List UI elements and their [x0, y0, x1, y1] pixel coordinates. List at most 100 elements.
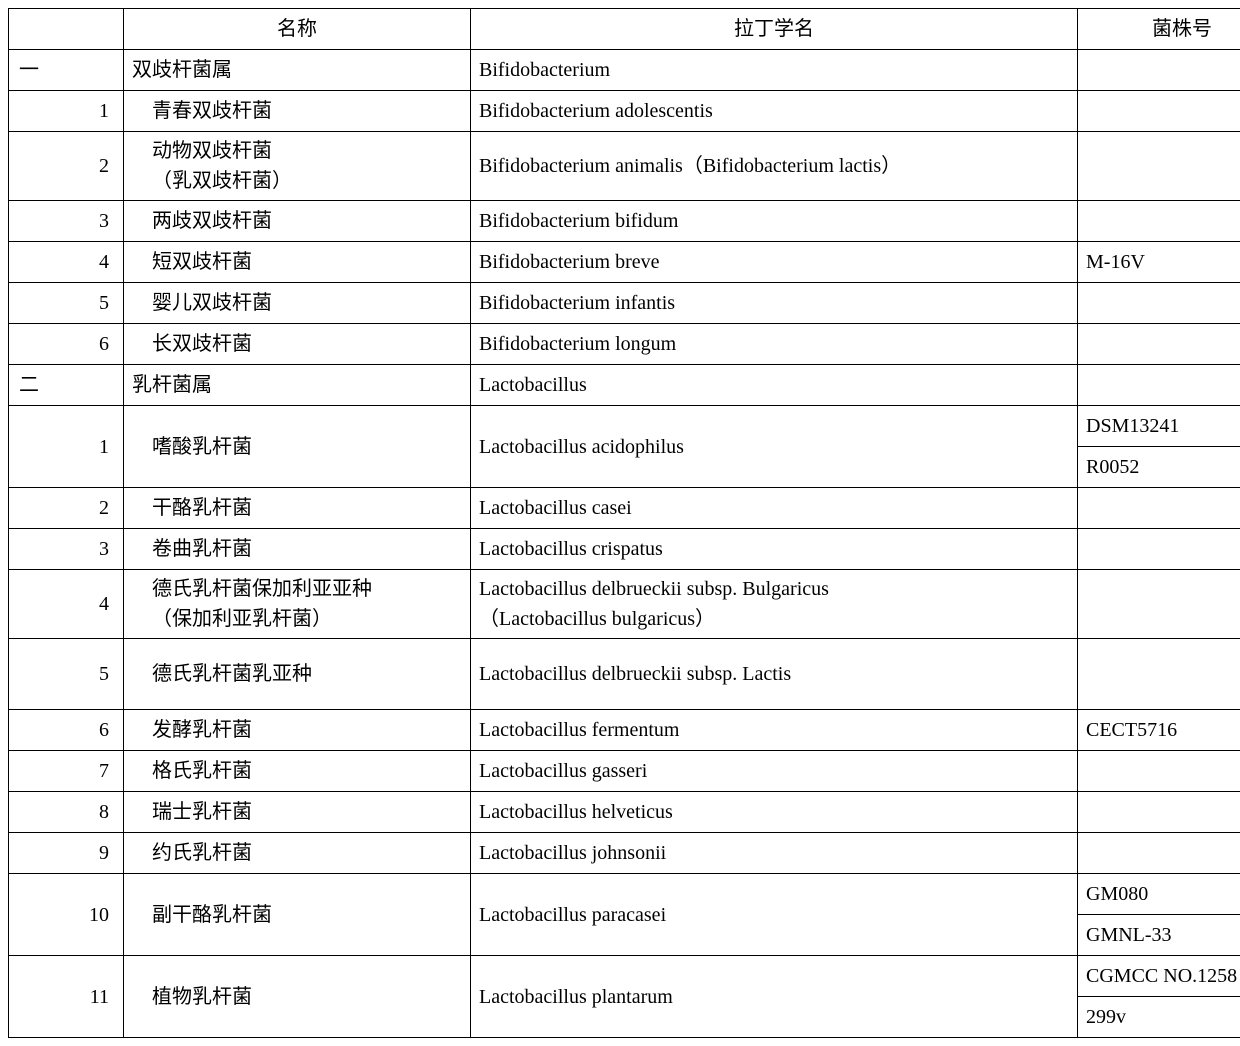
- table-cell: [1078, 529, 1240, 570]
- table-cell: 2: [9, 488, 124, 529]
- table-row: 二乳杆菌属Lactobacillus: [9, 365, 1240, 406]
- table-cell: [1078, 833, 1240, 874]
- table-cell: [1078, 792, 1240, 833]
- table-cell: 名称: [124, 9, 471, 50]
- table-cell: 动物双歧杆菌（乳双歧杆菌）: [124, 132, 471, 201]
- table-cell: R0052: [1078, 447, 1240, 488]
- table-cell: 5: [9, 639, 124, 710]
- table-cell: 菌株号: [1078, 9, 1240, 50]
- table-cell: [1078, 201, 1240, 242]
- table-cell: 6: [9, 710, 124, 751]
- table-cell: 8: [9, 792, 124, 833]
- table-cell: 6: [9, 324, 124, 365]
- table-cell: [1078, 488, 1240, 529]
- table-cell: [1078, 91, 1240, 132]
- table-cell: [1078, 639, 1240, 710]
- table-row: 1嗜酸乳杆菌Lactobacillus acidophilusDSM13241: [9, 406, 1240, 447]
- table-row: 5婴儿双歧杆菌Bifidobacterium infantis: [9, 283, 1240, 324]
- table-row: 1青春双歧杆菌Bifidobacterium adolescentis: [9, 91, 1240, 132]
- bacteria-table: 名称拉丁学名菌株号一双歧杆菌属Bifidobacterium1青春双歧杆菌Bif…: [8, 8, 1240, 1038]
- table-cell: 发酵乳杆菌: [124, 710, 471, 751]
- table-cell: 7: [9, 751, 124, 792]
- table-cell: 一: [9, 50, 124, 91]
- table-cell: Bifidobacterium infantis: [471, 283, 1078, 324]
- table-cell: Lactobacillus casei: [471, 488, 1078, 529]
- table-cell: 299v: [1078, 997, 1240, 1038]
- table-row: 10副干酪乳杆菌Lactobacillus paracaseiGM080: [9, 874, 1240, 915]
- table-cell: 双歧杆菌属: [124, 50, 471, 91]
- table-cell: DSM13241: [1078, 406, 1240, 447]
- table-cell: 乳杆菌属: [124, 365, 471, 406]
- table-cell: [1078, 283, 1240, 324]
- table-cell: [1078, 751, 1240, 792]
- table-cell: Bifidobacterium longum: [471, 324, 1078, 365]
- table-cell: Lactobacillus acidophilus: [471, 406, 1078, 488]
- table-cell: 9: [9, 833, 124, 874]
- table-cell: 短双歧杆菌: [124, 242, 471, 283]
- table-cell: [1078, 365, 1240, 406]
- table-row: 5德氏乳杆菌乳亚种Lactobacillus delbrueckii subsp…: [9, 639, 1240, 710]
- table-cell: 德氏乳杆菌保加利亚亚种（保加利亚乳杆菌）: [124, 570, 471, 639]
- table-cell: 植物乳杆菌: [124, 956, 471, 1038]
- table-cell: 4: [9, 242, 124, 283]
- table-cell: 2: [9, 132, 124, 201]
- table-cell: 二: [9, 365, 124, 406]
- table-cell: Bifidobacterium breve: [471, 242, 1078, 283]
- table-cell: Lactobacillus plantarum: [471, 956, 1078, 1038]
- table-cell: CECT5716: [1078, 710, 1240, 751]
- table-row: 2动物双歧杆菌（乳双歧杆菌）Bifidobacterium animalis（B…: [9, 132, 1240, 201]
- table-row: 3卷曲乳杆菌Lactobacillus crispatus: [9, 529, 1240, 570]
- table-cell: 10: [9, 874, 124, 956]
- table-cell: 3: [9, 201, 124, 242]
- table-cell: [1078, 570, 1240, 639]
- table-cell: 格氏乳杆菌: [124, 751, 471, 792]
- table-row: 4短双歧杆菌Bifidobacterium breveM-16V: [9, 242, 1240, 283]
- table-cell: 5: [9, 283, 124, 324]
- table-cell: Bifidobacterium animalis（Bifidobacterium…: [471, 132, 1078, 201]
- table-cell: GMNL-33: [1078, 915, 1240, 956]
- table-cell: [1078, 50, 1240, 91]
- table-cell: Lactobacillus crispatus: [471, 529, 1078, 570]
- table-cell: 德氏乳杆菌乳亚种: [124, 639, 471, 710]
- table-cell: 约氏乳杆菌: [124, 833, 471, 874]
- table-cell: Lactobacillus helveticus: [471, 792, 1078, 833]
- table-cell: GM080: [1078, 874, 1240, 915]
- table-cell: Bifidobacterium adolescentis: [471, 91, 1078, 132]
- table-cell: 卷曲乳杆菌: [124, 529, 471, 570]
- table-row: 7格氏乳杆菌Lactobacillus gasseri: [9, 751, 1240, 792]
- table-cell: 副干酪乳杆菌: [124, 874, 471, 956]
- table-row: 6长双歧杆菌Bifidobacterium longum: [9, 324, 1240, 365]
- table-row: 8瑞士乳杆菌Lactobacillus helveticus: [9, 792, 1240, 833]
- table-row: 4德氏乳杆菌保加利亚亚种（保加利亚乳杆菌）Lactobacillus delbr…: [9, 570, 1240, 639]
- table-cell: 两歧双歧杆菌: [124, 201, 471, 242]
- table-row: 11植物乳杆菌Lactobacillus plantarumCGMCC NO.1…: [9, 956, 1240, 997]
- table-cell: [1078, 132, 1240, 201]
- table-cell: 干酪乳杆菌: [124, 488, 471, 529]
- table-cell: Lactobacillus johnsonii: [471, 833, 1078, 874]
- table-cell: Bifidobacterium bifidum: [471, 201, 1078, 242]
- table-cell: Lactobacillus gasseri: [471, 751, 1078, 792]
- table-cell: 长双歧杆菌: [124, 324, 471, 365]
- table-cell: 3: [9, 529, 124, 570]
- table-cell: 1: [9, 406, 124, 488]
- table-row: 3两歧双歧杆菌Bifidobacterium bifidum: [9, 201, 1240, 242]
- table-cell: Bifidobacterium: [471, 50, 1078, 91]
- table-cell: Lactobacillus: [471, 365, 1078, 406]
- table-row: 9约氏乳杆菌Lactobacillus johnsonii: [9, 833, 1240, 874]
- table-cell: 瑞士乳杆菌: [124, 792, 471, 833]
- table-cell: 4: [9, 570, 124, 639]
- table-header-row: 名称拉丁学名菌株号: [9, 9, 1240, 50]
- table-cell: 嗜酸乳杆菌: [124, 406, 471, 488]
- table-row: 2干酪乳杆菌Lactobacillus casei: [9, 488, 1240, 529]
- table-cell: [1078, 324, 1240, 365]
- table-cell: M-16V: [1078, 242, 1240, 283]
- table-body: 名称拉丁学名菌株号一双歧杆菌属Bifidobacterium1青春双歧杆菌Bif…: [9, 9, 1240, 1038]
- table-row: 一双歧杆菌属Bifidobacterium: [9, 50, 1240, 91]
- table-cell: Lactobacillus delbrueckii subsp. Lactis: [471, 639, 1078, 710]
- table-cell: [9, 9, 124, 50]
- table-cell: Lactobacillus delbrueckii subsp. Bulgari…: [471, 570, 1078, 639]
- table-cell: 青春双歧杆菌: [124, 91, 471, 132]
- table-cell: 拉丁学名: [471, 9, 1078, 50]
- table-cell: Lactobacillus paracasei: [471, 874, 1078, 956]
- table-cell: CGMCC NO.1258: [1078, 956, 1240, 997]
